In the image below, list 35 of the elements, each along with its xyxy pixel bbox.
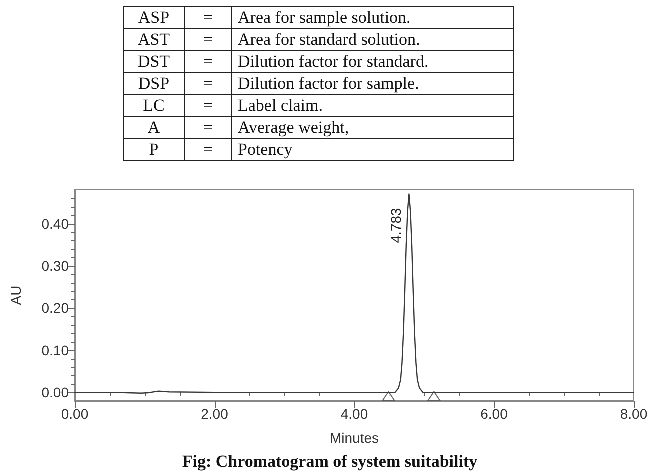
text: Potency xyxy=(232,138,514,160)
text: Average weight, xyxy=(232,116,514,138)
text: DSP xyxy=(124,72,184,94)
x-tick-label: 6.00 xyxy=(480,406,508,422)
y-tick-label: 0.20 xyxy=(42,300,70,316)
x-tick-label: 0.00 xyxy=(61,406,89,422)
text: P xyxy=(124,138,184,160)
text: Area for sample solution. xyxy=(232,6,514,28)
text: = xyxy=(184,50,232,72)
x-tick-label: 4.00 xyxy=(340,406,368,422)
text: = xyxy=(184,94,232,116)
text: Fig: Chromatogram of system suitability xyxy=(181,451,479,473)
text: AST xyxy=(124,28,184,50)
text: A xyxy=(124,116,184,138)
text: LC xyxy=(124,94,184,116)
text: DST xyxy=(124,50,184,72)
x-axis-title: Minutes xyxy=(330,430,380,446)
text: Label claim. xyxy=(232,94,514,116)
x-tick-label: 2.00 xyxy=(201,406,229,422)
text: = xyxy=(184,28,232,50)
text: = xyxy=(184,72,232,94)
text: = xyxy=(184,138,232,160)
y-tick-label: 0.40 xyxy=(42,216,70,232)
text: Dilution factor for standard. xyxy=(232,50,514,72)
y-tick-label: 0.10 xyxy=(42,342,70,358)
text: = xyxy=(184,6,232,28)
y-axis-title: AU xyxy=(8,286,24,306)
annotation: 4.783 xyxy=(388,208,404,244)
y-tick-label: 0.00 xyxy=(42,384,70,401)
text: Area for standard solution. xyxy=(232,28,514,50)
x-tick-label: 8.00 xyxy=(620,406,648,422)
text: = xyxy=(184,116,232,138)
text: Dilution factor for sample. xyxy=(232,72,514,94)
y-tick-label: 0.30 xyxy=(42,258,70,274)
text: ASP xyxy=(124,6,184,28)
